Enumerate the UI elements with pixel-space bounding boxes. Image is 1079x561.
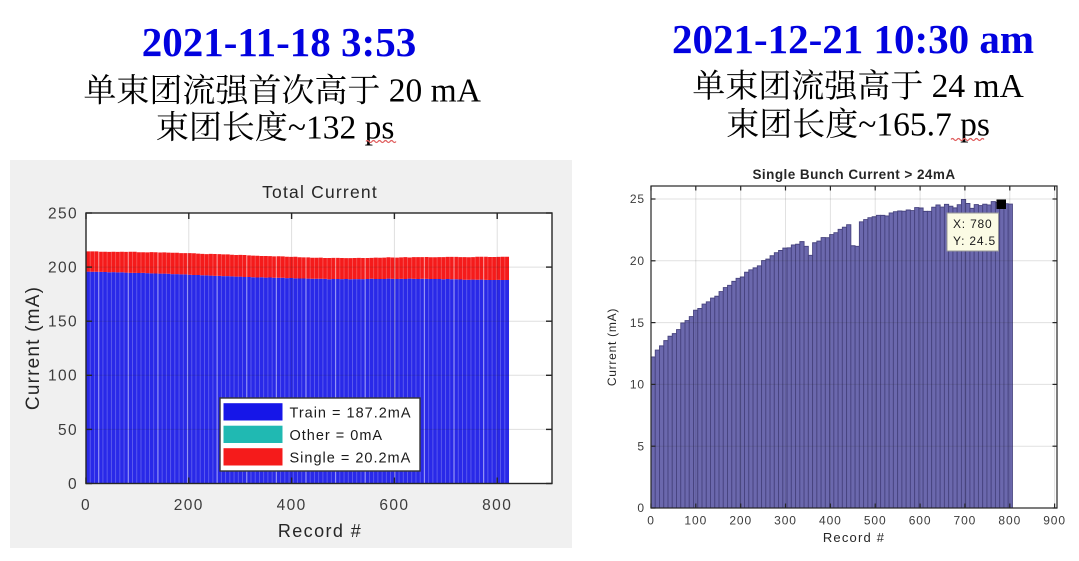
- svg-text:Other = 0mA: Other = 0mA: [290, 428, 384, 444]
- svg-text:300: 300: [774, 514, 797, 528]
- svg-text:Y: 24.5: Y: 24.5: [953, 234, 996, 248]
- svg-text:150: 150: [48, 314, 78, 331]
- svg-text:25: 25: [630, 192, 645, 206]
- svg-text:0: 0: [68, 476, 78, 493]
- svg-text:24 mA: 24 mA: [923, 68, 1024, 105]
- svg-text:Record #: Record #: [823, 530, 885, 545]
- svg-text:Current (mA): Current (mA): [605, 308, 619, 386]
- svg-text:0: 0: [647, 514, 655, 528]
- svg-text:2021-11-18 3:53: 2021-11-18 3:53: [142, 19, 416, 65]
- svg-text:800: 800: [998, 514, 1021, 528]
- svg-text:2021-12-21 10:30 am: 2021-12-21 10:30 am: [672, 16, 1034, 62]
- svg-text:0: 0: [637, 501, 645, 515]
- svg-text:200: 200: [729, 514, 752, 528]
- svg-text:Train = 187.2mA: Train = 187.2mA: [290, 405, 412, 421]
- svg-text:700: 700: [954, 514, 977, 528]
- svg-text:600: 600: [379, 497, 409, 514]
- svg-text:500: 500: [864, 514, 887, 528]
- svg-text:Record #: Record #: [278, 521, 362, 541]
- svg-text:20: 20: [630, 254, 645, 268]
- svg-text:Total Current: Total Current: [262, 182, 378, 202]
- svg-text:X: 780: X: 780: [953, 217, 993, 231]
- svg-text:Current (mA): Current (mA): [23, 286, 44, 410]
- svg-text:20 mA: 20 mA: [380, 73, 481, 110]
- svg-text:200: 200: [174, 497, 204, 514]
- svg-text:10: 10: [630, 378, 645, 392]
- svg-text:5: 5: [637, 439, 645, 453]
- svg-text:400: 400: [819, 514, 842, 528]
- svg-text:600: 600: [909, 514, 932, 528]
- svg-text:900: 900: [1043, 514, 1066, 528]
- svg-text:15: 15: [630, 316, 645, 330]
- svg-text:50: 50: [58, 422, 78, 439]
- svg-text:100: 100: [48, 368, 78, 385]
- svg-text:Single = 20.2mA: Single = 20.2mA: [290, 450, 412, 466]
- svg-text:~132 ps: ~132 ps: [288, 110, 395, 147]
- svg-text:100: 100: [684, 514, 707, 528]
- svg-text:200: 200: [48, 260, 78, 277]
- svg-text:400: 400: [277, 497, 307, 514]
- svg-text:~165.7 ps: ~165.7 ps: [858, 107, 990, 144]
- svg-text:250: 250: [48, 205, 78, 222]
- svg-text:800: 800: [482, 497, 512, 514]
- svg-text:Single Bunch Current > 24mA: Single Bunch Current > 24mA: [752, 167, 955, 182]
- svg-text:0: 0: [81, 497, 91, 514]
